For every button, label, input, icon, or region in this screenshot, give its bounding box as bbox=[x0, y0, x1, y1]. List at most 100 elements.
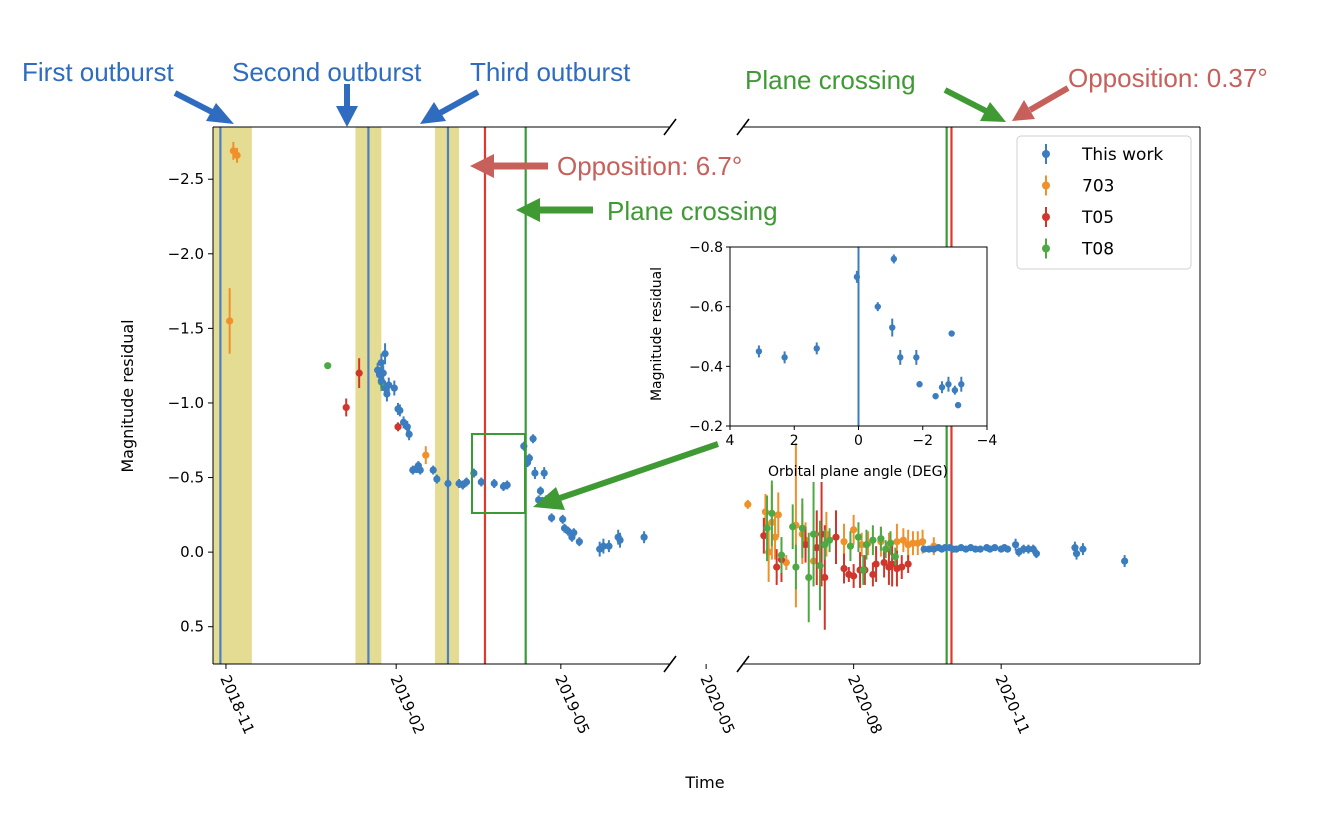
marker bbox=[859, 566, 867, 574]
inset-y-tick-label: −0.6 bbox=[689, 300, 723, 316]
data-point bbox=[433, 474, 441, 484]
data-point bbox=[405, 428, 413, 441]
data-point bbox=[809, 482, 818, 587]
data-point bbox=[763, 495, 771, 562]
data-point bbox=[798, 498, 806, 559]
x-axis-label: Time bbox=[684, 773, 724, 792]
legend-item: 703 bbox=[1042, 175, 1114, 197]
inset-data-point bbox=[913, 349, 920, 365]
data-point bbox=[801, 526, 810, 563]
data-point bbox=[525, 453, 533, 463]
data-point bbox=[877, 526, 885, 551]
legend-label: This work bbox=[1081, 145, 1163, 165]
data-point bbox=[904, 555, 912, 574]
data-point bbox=[899, 528, 907, 553]
data-point bbox=[490, 479, 498, 488]
data-point bbox=[816, 520, 824, 611]
marker bbox=[958, 381, 965, 388]
marker bbox=[575, 538, 583, 546]
marker bbox=[379, 369, 387, 377]
opposition-top-arrow bbox=[1012, 85, 1070, 121]
inset-y-tick-label: −0.4 bbox=[689, 359, 723, 375]
data-point bbox=[840, 553, 848, 584]
marker bbox=[1079, 545, 1087, 553]
y-tick-label: −0.5 bbox=[168, 469, 204, 487]
inset-x-tick-label: 4 bbox=[726, 433, 735, 449]
marker bbox=[821, 573, 829, 582]
marker bbox=[862, 541, 871, 549]
data-point bbox=[1003, 545, 1012, 553]
data-point bbox=[821, 529, 829, 560]
data-point bbox=[640, 531, 648, 544]
marker bbox=[869, 536, 877, 544]
marker bbox=[798, 524, 806, 532]
marker bbox=[540, 469, 548, 477]
marker bbox=[405, 430, 413, 438]
data-point bbox=[872, 546, 880, 582]
plane-crossing-mid-arrow bbox=[516, 198, 593, 222]
third-outburst-arrow bbox=[420, 89, 480, 124]
marker bbox=[324, 362, 332, 370]
marker bbox=[792, 563, 800, 571]
marker bbox=[1003, 545, 1012, 553]
marker bbox=[853, 273, 861, 281]
series-t05 bbox=[342, 358, 912, 630]
data-point bbox=[575, 537, 583, 547]
data-point bbox=[226, 288, 234, 354]
marker bbox=[570, 529, 578, 537]
inset-data-point bbox=[889, 318, 896, 337]
data-point bbox=[377, 353, 385, 372]
data-point bbox=[744, 499, 752, 509]
x-tick-label: 2020-08 bbox=[844, 672, 886, 737]
series-t08 bbox=[324, 362, 899, 623]
marker bbox=[954, 401, 962, 409]
data-point bbox=[559, 514, 567, 524]
data-point bbox=[832, 510, 840, 565]
legend-label: T05 bbox=[1081, 208, 1114, 228]
data-point bbox=[846, 531, 855, 562]
data-point bbox=[869, 562, 877, 587]
data-point bbox=[416, 465, 424, 475]
legend-label: T08 bbox=[1081, 240, 1114, 260]
marker bbox=[390, 384, 398, 392]
data-point bbox=[891, 547, 899, 566]
marker bbox=[816, 561, 824, 570]
inset-plot: 4 2 0 −2 −4 −0.8 −0.6 −0.4 −0.2 Magnitude residu… bbox=[649, 240, 997, 480]
marker bbox=[805, 573, 813, 582]
marker bbox=[422, 451, 430, 459]
inset-x-axis-label: Orbital plane angle (DEG) bbox=[768, 464, 948, 480]
marker bbox=[763, 524, 771, 532]
opposition-top-label: Opposition: 0.37° bbox=[1068, 63, 1268, 93]
data-point bbox=[813, 510, 821, 585]
marker bbox=[904, 560, 912, 568]
marker bbox=[599, 542, 607, 550]
data-point bbox=[1011, 538, 1020, 551]
marker bbox=[536, 487, 545, 495]
y-tick-label: −2.0 bbox=[168, 245, 204, 263]
data-point bbox=[422, 446, 430, 465]
right-axes-frame bbox=[743, 126, 1201, 665]
marker bbox=[899, 536, 907, 544]
y-tick-label: −1.5 bbox=[168, 319, 204, 337]
marker bbox=[394, 423, 402, 431]
marker bbox=[226, 317, 234, 325]
marker bbox=[433, 475, 441, 483]
data-point bbox=[342, 398, 350, 417]
data-point bbox=[777, 537, 786, 574]
marker bbox=[342, 403, 350, 412]
marker bbox=[559, 515, 567, 523]
marker bbox=[882, 545, 890, 553]
data-point bbox=[540, 467, 548, 480]
marker bbox=[813, 544, 821, 552]
third-outburst-label: Third outburst bbox=[470, 57, 631, 87]
data-point bbox=[547, 513, 556, 523]
data-point bbox=[503, 480, 511, 490]
marker bbox=[781, 354, 788, 361]
second-outburst-label: Second outburst bbox=[232, 57, 422, 87]
marker bbox=[897, 354, 904, 361]
data-point bbox=[886, 531, 895, 556]
marker bbox=[918, 538, 927, 546]
inset-x-tick-label: −2 bbox=[912, 433, 933, 449]
data-point bbox=[869, 525, 877, 556]
data-point bbox=[880, 547, 888, 578]
